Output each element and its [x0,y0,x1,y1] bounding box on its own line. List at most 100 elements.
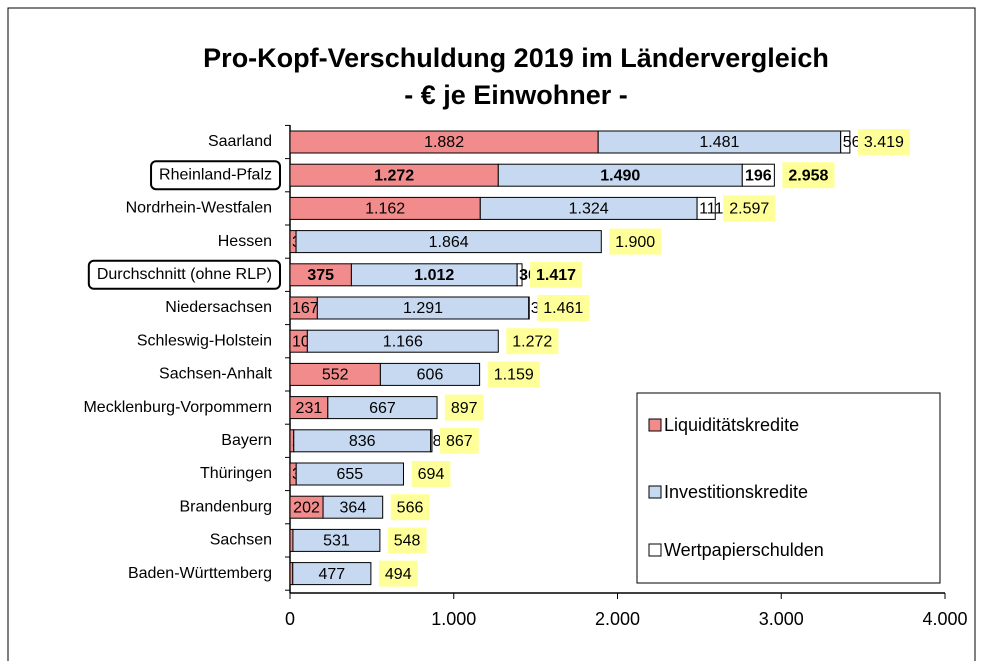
total-label: 1.272 [512,333,552,350]
segment-label: 1.490 [600,167,640,184]
segment-label: 1.882 [424,134,464,151]
segment-label: 667 [369,400,396,417]
segment-label: 111 [699,201,723,218]
segment-label: 1.291 [403,300,443,317]
total-label: 2.958 [788,167,828,184]
total-label: 566 [397,499,424,516]
x-tick-label: 3.000 [759,609,804,629]
segment-label: 375 [307,267,334,284]
frame [7,7,976,661]
bar-segment [295,230,602,254]
segment-label: 3 [531,300,540,317]
category-label: Nordrhein-Westfalen [126,200,272,217]
bar-segment [379,362,481,386]
segment-label: 531 [323,533,350,550]
category-label: Mecklenburg-Vorpommern [83,399,272,416]
segment-label: 552 [322,367,349,384]
total-label: 2.597 [729,201,769,218]
segment-label: 655 [336,466,363,483]
segment-label: 836 [349,433,376,450]
segment-label: 1.324 [569,201,609,218]
total-label-bg [390,494,430,521]
x-tick-label: 4.000 [922,609,967,629]
category-label: Sachsen-Anhalt [159,366,273,383]
total-label-bg [439,427,479,454]
total-label: 897 [451,400,478,417]
bar-segment [696,196,716,220]
bar-segment [292,562,372,586]
category-label: Sachsen [210,532,272,549]
segment-label: 477 [318,566,345,583]
legend-swatch [648,485,662,499]
x-tick-label: 0 [285,609,295,629]
legend-label: Investitionskredite [664,482,808,502]
x-tick-label: 1.000 [431,609,476,629]
segment-label: 1.012 [414,267,454,284]
bar-segment [306,329,499,353]
segment-label: 8 [433,433,442,450]
category-label: Brandenburg [179,498,272,515]
legend-label: Liquiditätskredite [664,415,799,435]
category-label: Thüringen [200,465,272,482]
category-label: Hessen [218,233,272,250]
total-label: 1.461 [543,300,583,317]
total-label-bg [387,527,427,554]
chart-title: Pro-Kopf-Verschuldung 2019 im Länderverg… [203,43,829,73]
total-label: 1.417 [536,267,576,284]
total-label-bg [411,461,451,487]
chart-subtitle: - € je Einwohner - [404,80,628,110]
category-label: Bayern [221,432,272,449]
total-label-bg [537,295,590,321]
segment-label: 1.272 [374,167,414,184]
segment-label: 1.864 [429,234,469,251]
x-tick-label: 2.000 [595,609,640,629]
legend-label: Wertpapierschulden [664,540,824,560]
segment-label: 1.481 [699,134,739,151]
total-label: 1.900 [615,234,655,251]
total-label-bg [530,261,583,288]
legend-swatch [648,543,662,557]
category-label: Baden-Württemberg [128,565,272,582]
highlight-box [87,259,281,290]
total-label-bg [506,328,559,355]
total-label: 548 [394,533,421,550]
total-label: 3.419 [864,134,904,151]
bar-segment [327,396,438,420]
total-label: 867 [446,433,473,450]
legend-box [636,392,941,584]
segment-label: 231 [296,400,323,417]
segment-label: 202 [293,499,320,516]
category-label: Saarland [208,133,272,150]
total-label-bg [487,361,540,388]
total-label-bg [378,560,418,587]
segment-label: 196 [745,167,772,184]
total-label-bg [782,162,835,189]
category-label: Schleswig-Holstein [137,332,272,349]
bar-segment [741,163,775,187]
total-label: 494 [385,566,412,583]
category-label: Niedersachsen [165,299,272,316]
legend-swatch [648,418,662,432]
total-label: 1.159 [494,367,534,384]
bar-segment [322,495,384,519]
category-label: Durchschnitt (ohne RLP) [97,266,272,283]
total-label-bg [444,394,484,421]
bar-segment [295,462,404,486]
segment-label: 1.162 [365,201,405,218]
segment-label: 167 [292,300,319,317]
bar-segment [840,130,851,154]
segment-label: 1.166 [383,333,423,350]
total-label-bg [857,129,911,155]
bar-segment [292,528,381,552]
total-label-bg [723,195,776,222]
total-label-bg [609,228,662,255]
bar-segment [516,263,523,287]
total-label: 694 [418,466,445,483]
category-label: Rheinland-Pfalz [159,166,272,183]
highlight-box [150,160,281,191]
segment-label: 364 [340,499,367,516]
segment-label: 606 [417,367,444,384]
segment-label: 56 [843,134,861,151]
bar-segment [430,429,433,453]
